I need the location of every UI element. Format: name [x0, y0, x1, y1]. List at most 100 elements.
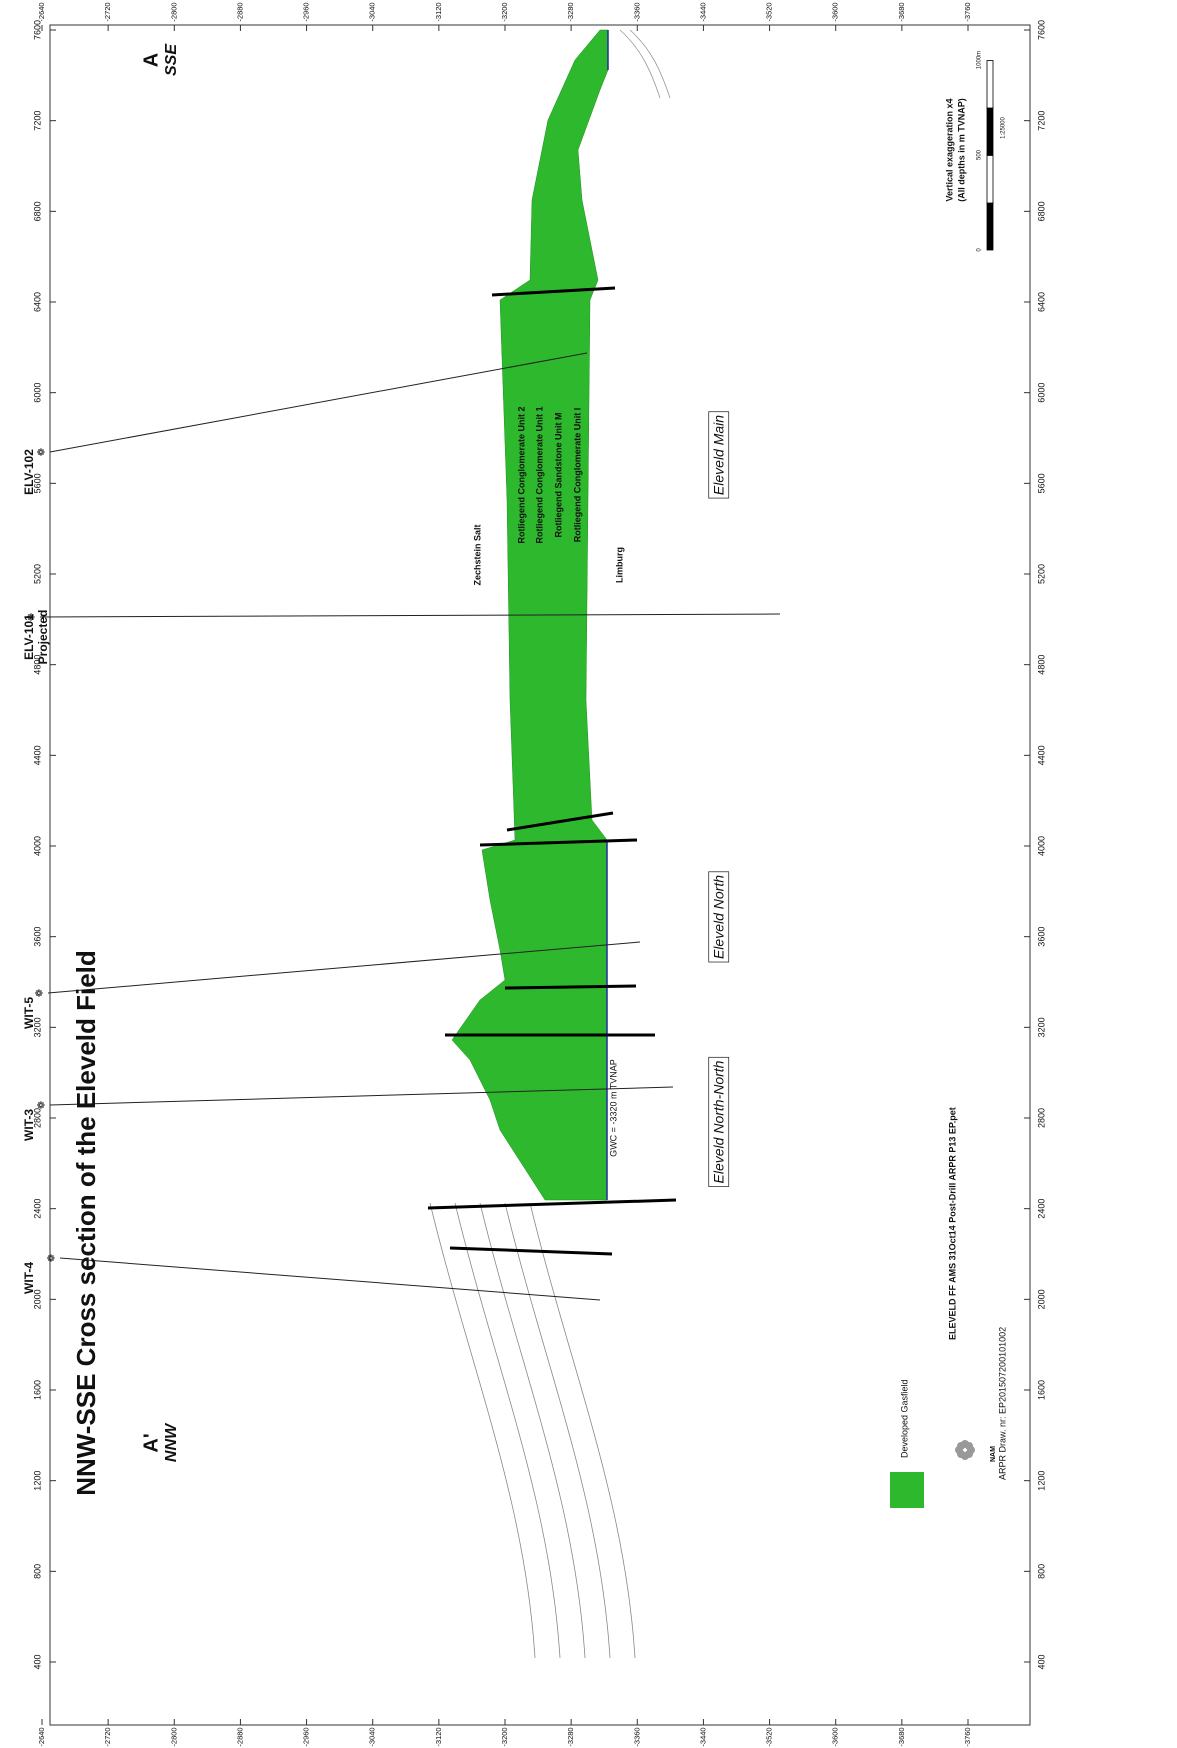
section-letter: A'	[140, 1433, 162, 1452]
distance-tick-label: 4400	[32, 745, 42, 765]
distance-tick-label: 800	[1036, 1564, 1046, 1579]
scale-label: 500	[977, 149, 983, 160]
depth-tick-label: -3200	[500, 2, 509, 21]
fault	[505, 986, 636, 988]
distance-tick-label: 6000	[1036, 383, 1046, 403]
depth-tick-label: -3360	[632, 1727, 641, 1746]
distance-tick-label: 6800	[1036, 201, 1046, 221]
distance-tick-label: 3200	[1036, 1017, 1046, 1037]
depth-tick-label: -2960	[302, 2, 311, 21]
depth-tick-label: -3440	[698, 2, 707, 21]
well-name: ELV-101	[22, 614, 36, 660]
distance-tick-label: 7200	[32, 111, 42, 131]
depth-tick-label: -3680	[897, 1727, 906, 1746]
scale-bar	[987, 61, 993, 109]
distance-tick-label: 4400	[1036, 745, 1046, 765]
section-direction: NNW	[163, 1422, 180, 1462]
depth-tick-label: -3440	[698, 1727, 707, 1746]
distance-tick-label: 400	[32, 1654, 42, 1669]
depth-tick-label: -3280	[566, 1727, 575, 1746]
depth-tick-label: -3040	[368, 2, 377, 21]
footer-company: NAM	[990, 1446, 997, 1462]
distance-tick-label: 5200	[1036, 564, 1046, 584]
distance-tick-label: 2400	[32, 1199, 42, 1219]
distance-tick-label: 2000	[1036, 1289, 1046, 1309]
distance-tick-label: 6000	[32, 383, 42, 403]
distance-tick-label: 2800	[1036, 1108, 1046, 1128]
depth-tick-label: -3760	[963, 1727, 972, 1746]
depth-tick-label: -2880	[235, 2, 244, 21]
legend-swatch	[890, 1472, 924, 1508]
well-name: ELV-102	[22, 449, 36, 495]
depth-tick-label: -3280	[566, 2, 575, 21]
legend-label: Developed Gasfield	[899, 1379, 909, 1458]
distance-tick-label: 7200	[1036, 111, 1046, 131]
formation-label: Limburg	[614, 547, 624, 583]
distance-tick-label: 6400	[32, 292, 42, 312]
logo-petal	[965, 1442, 973, 1450]
cross-section-page: 4004008008001200120016001600200020002400…	[0, 0, 1177, 1748]
distance-tick-label: 7600	[1036, 20, 1046, 40]
distance-tick-label: 5600	[1036, 473, 1046, 493]
well-note: Projected	[36, 610, 50, 665]
distance-tick-label: 4000	[32, 836, 42, 856]
formation-label: Zechstein Salt	[472, 524, 482, 585]
depth-tick-label: -3680	[897, 2, 906, 21]
depth-tick-label: -2800	[169, 1727, 178, 1746]
depth-tick-label: -3120	[434, 1727, 443, 1746]
field-label: Eleveld Main	[711, 415, 727, 495]
scale-ratio: 1:25000	[1001, 117, 1007, 139]
scale-label: 1000m	[977, 51, 983, 69]
depth-tick-label: -3520	[765, 2, 774, 21]
well-symbol: ❁	[35, 989, 46, 997]
well-symbol: ❁	[47, 1254, 58, 1262]
scale-bar	[987, 156, 993, 204]
scale-bar	[987, 203, 993, 251]
depth-tick-label: -3600	[831, 1727, 840, 1746]
distance-tick-label: 7600	[32, 20, 42, 40]
distance-tick-label: 3600	[1036, 927, 1046, 947]
distance-tick-label: 1600	[1036, 1380, 1046, 1400]
depth-tick-label: -2640	[37, 1727, 46, 1746]
gwc-label: GWC = -3320 m TVNAP	[608, 1059, 618, 1157]
formation-label: Rotliegend Conglomerate Unit 2	[516, 406, 526, 543]
depth-tick-label: -2800	[169, 2, 178, 21]
distance-tick-label: 1600	[32, 1380, 42, 1400]
formation-label: Rotliegend Conglomerate Unit 1	[534, 406, 544, 543]
distance-tick-label: 2400	[1036, 1199, 1046, 1219]
section-direction: SSE	[163, 43, 180, 76]
depth-tick-label: -3120	[434, 2, 443, 21]
well-name: WIT-4	[22, 1262, 36, 1294]
well-name: WIT-3	[22, 1109, 36, 1141]
section-letter: A	[140, 53, 162, 67]
distance-tick-label: 4000	[1036, 836, 1046, 856]
depth-tick-label: -2720	[103, 1727, 112, 1746]
distance-tick-label: 3600	[32, 927, 42, 947]
formation-label: Rotliegend Sandstone Unit M	[553, 413, 563, 538]
well-name: WIT-5	[22, 997, 36, 1029]
logo-petal	[957, 1450, 965, 1458]
title: NNW-SSE Cross section of the Eleveld Fie…	[71, 950, 101, 1496]
distance-tick-label: 6400	[1036, 292, 1046, 312]
formation-label: Rotliegend Conglomerate Unit I	[572, 408, 582, 543]
footer-file: ELEVELD FF AMS 31Oct14 Post-Drill ARPR P…	[947, 1107, 957, 1340]
field-label: Eleveld North	[711, 875, 727, 959]
distance-tick-label: 800	[32, 1564, 42, 1579]
scale-bar	[987, 108, 993, 156]
depth-tick-label: -2720	[103, 2, 112, 21]
logo-petal	[957, 1442, 965, 1450]
scale-note: (All depths in m TVNAP)	[956, 98, 966, 202]
well-symbol: ❁	[37, 448, 48, 456]
depth-tick-label: -2880	[235, 1727, 244, 1746]
footer-drawing-number: ARPR Draw. nr: EP201507200101002	[997, 1327, 1007, 1480]
distance-tick-label: 6800	[32, 201, 42, 221]
depth-tick-label: -2640	[37, 2, 46, 21]
depth-tick-label: -3040	[368, 1727, 377, 1746]
depth-tick-label: -3360	[632, 2, 641, 21]
depth-tick-label: -3200	[500, 1727, 509, 1746]
scale-caption: Vertical exaggeration x4	[944, 98, 954, 201]
depth-tick-label: -2960	[302, 1727, 311, 1746]
well-symbol: ❁	[37, 1101, 48, 1109]
distance-tick-label: 4800	[1036, 655, 1046, 675]
distance-tick-label: 400	[1036, 1654, 1046, 1669]
